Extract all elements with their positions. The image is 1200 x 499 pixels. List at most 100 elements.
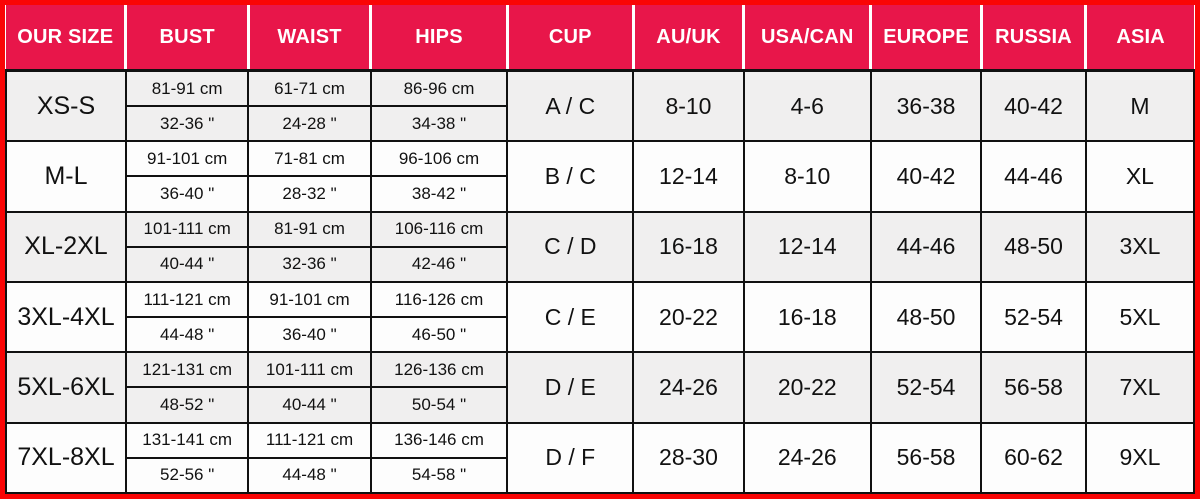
au-uk-cell: 8-10 — [632, 69, 745, 143]
europe-cell: 36-38 — [869, 69, 983, 143]
hips-cm-cell: 136-146 cm — [369, 421, 509, 459]
waist-in-cell: 28-32 " — [247, 175, 372, 213]
waist-in-cell: 24-28 " — [247, 105, 372, 143]
size-chart-table: OUR SIZE BUST WAIST HIPS CUP AU/UK USA/C… — [5, 5, 1196, 495]
waist-in-cell: 44-48 " — [247, 456, 372, 495]
asia-cell: XL — [1084, 140, 1196, 213]
table-row: 3XL-4XL 111-121 cm 91-101 cm 116-126 cm … — [5, 280, 1196, 354]
hips-in-cell: 46-50 " — [369, 316, 509, 354]
table-row-inches: 36-40 " 28-32 " 38-42 " — [6, 175, 1194, 213]
waist-cm-cell: 71-81 cm — [247, 140, 372, 178]
bust-cm-cell: 121-131 cm — [124, 351, 250, 389]
table-row-inches: 44-48 " 36-40 " 46-50 " — [6, 316, 1194, 354]
hips-in-cell: 42-46 " — [369, 245, 509, 283]
bust-cm-cell: 91-101 cm — [124, 140, 250, 178]
bust-cm-cell: 111-121 cm — [124, 280, 250, 319]
europe-cell: 52-54 — [869, 351, 983, 424]
waist-cm-cell: 81-91 cm — [247, 210, 372, 248]
hips-cm-cell: 116-126 cm — [369, 280, 509, 319]
au-uk-cell: 24-26 — [632, 351, 745, 424]
col-header-hips: HIPS — [369, 5, 509, 72]
size-cell: XL-2XL — [5, 210, 127, 283]
table-row-inches: 52-56 " 44-48 " 54-58 " — [6, 456, 1194, 495]
table-row-inches: 48-52 " 40-44 " 50-54 " — [6, 386, 1194, 424]
size-cell: 5XL-6XL — [5, 351, 127, 424]
table-row: 7XL-8XL 131-141 cm 111-121 cm 136-146 cm… — [5, 421, 1196, 495]
waist-in-cell: 36-40 " — [247, 316, 372, 354]
usa-can-cell: 8-10 — [742, 140, 872, 213]
bust-in-cell: 48-52 " — [124, 386, 250, 424]
russia-cell: 48-50 — [980, 210, 1087, 283]
russia-cell: 40-42 — [980, 69, 1087, 143]
col-header-asia: ASIA — [1084, 5, 1194, 72]
usa-can-cell: 20-22 — [742, 351, 872, 424]
hips-cm-cell: 86-96 cm — [369, 69, 509, 108]
size-cell: M-L — [5, 140, 127, 213]
au-uk-cell: 20-22 — [632, 280, 745, 354]
cup-cell: C / E — [506, 280, 635, 354]
col-header-usa-can: USA/CAN — [742, 5, 873, 72]
hips-cm-cell: 126-136 cm — [369, 351, 509, 389]
usa-can-cell: 4-6 — [742, 69, 872, 143]
table-row-inches: 40-44 " 32-36 " 42-46 " — [6, 245, 1194, 283]
header-row: OUR SIZE BUST WAIST HIPS CUP AU/UK USA/C… — [6, 5, 1194, 72]
size-cell: XS-S — [5, 69, 127, 143]
bust-cm-cell: 131-141 cm — [124, 421, 250, 459]
col-header-bust: BUST — [124, 5, 250, 72]
bust-in-cell: 52-56 " — [124, 456, 250, 495]
cup-cell: A / C — [506, 69, 635, 143]
hips-in-cell: 50-54 " — [369, 386, 509, 424]
russia-cell: 44-46 — [980, 140, 1087, 213]
asia-cell: M — [1084, 69, 1196, 143]
hips-in-cell: 54-58 " — [369, 456, 509, 495]
waist-cm-cell: 61-71 cm — [247, 69, 372, 108]
hips-cm-cell: 96-106 cm — [369, 140, 509, 178]
table-row-inches: 32-36 " 24-28 " 34-38 " — [6, 105, 1194, 143]
europe-cell: 48-50 — [869, 280, 983, 354]
bust-in-cell: 44-48 " — [124, 316, 250, 354]
bust-in-cell: 40-44 " — [124, 245, 250, 283]
table-row: XL-2XL 101-111 cm 81-91 cm 106-116 cm C … — [5, 210, 1196, 283]
asia-cell: 9XL — [1084, 421, 1196, 495]
waist-in-cell: 32-36 " — [247, 245, 372, 283]
hips-in-cell: 34-38 " — [369, 105, 509, 143]
hips-in-cell: 38-42 " — [369, 175, 509, 213]
europe-cell: 56-58 — [869, 421, 983, 495]
asia-cell: 3XL — [1084, 210, 1196, 283]
europe-cell: 40-42 — [869, 140, 983, 213]
waist-cm-cell: 91-101 cm — [247, 280, 372, 319]
usa-can-cell: 24-26 — [742, 421, 872, 495]
cup-cell: D / E — [506, 351, 635, 424]
usa-can-cell: 16-18 — [742, 280, 872, 354]
table-row: 5XL-6XL 121-131 cm 101-111 cm 126-136 cm… — [5, 351, 1196, 424]
col-header-waist: WAIST — [246, 5, 373, 72]
col-header-europe: EUROPE — [869, 5, 983, 72]
cup-cell: D / F — [506, 421, 635, 495]
russia-cell: 60-62 — [980, 421, 1087, 495]
bust-in-cell: 36-40 " — [124, 175, 250, 213]
col-header-au-uk: AU/UK — [631, 5, 746, 72]
asia-cell: 7XL — [1084, 351, 1196, 424]
cup-cell: C / D — [506, 210, 635, 283]
bust-cm-cell: 81-91 cm — [124, 69, 250, 108]
cup-cell: B / C — [506, 140, 635, 213]
waist-cm-cell: 111-121 cm — [247, 421, 372, 459]
au-uk-cell: 12-14 — [632, 140, 745, 213]
size-cell: 7XL-8XL — [5, 421, 127, 495]
size-cell: 3XL-4XL — [5, 280, 127, 354]
hips-cm-cell: 106-116 cm — [369, 210, 509, 248]
col-header-our-size: OUR SIZE — [6, 5, 128, 72]
col-header-russia: RUSSIA — [979, 5, 1088, 72]
table-row: M-L 91-101 cm 71-81 cm 96-106 cm B / C 1… — [5, 140, 1196, 213]
russia-cell: 56-58 — [980, 351, 1087, 424]
col-header-cup: CUP — [505, 5, 635, 72]
bust-in-cell: 32-36 " — [124, 105, 250, 143]
europe-cell: 44-46 — [869, 210, 983, 283]
russia-cell: 52-54 — [980, 280, 1087, 354]
waist-cm-cell: 101-111 cm — [247, 351, 372, 389]
au-uk-cell: 16-18 — [632, 210, 745, 283]
usa-can-cell: 12-14 — [742, 210, 872, 283]
waist-in-cell: 40-44 " — [247, 386, 372, 424]
au-uk-cell: 28-30 — [632, 421, 745, 495]
